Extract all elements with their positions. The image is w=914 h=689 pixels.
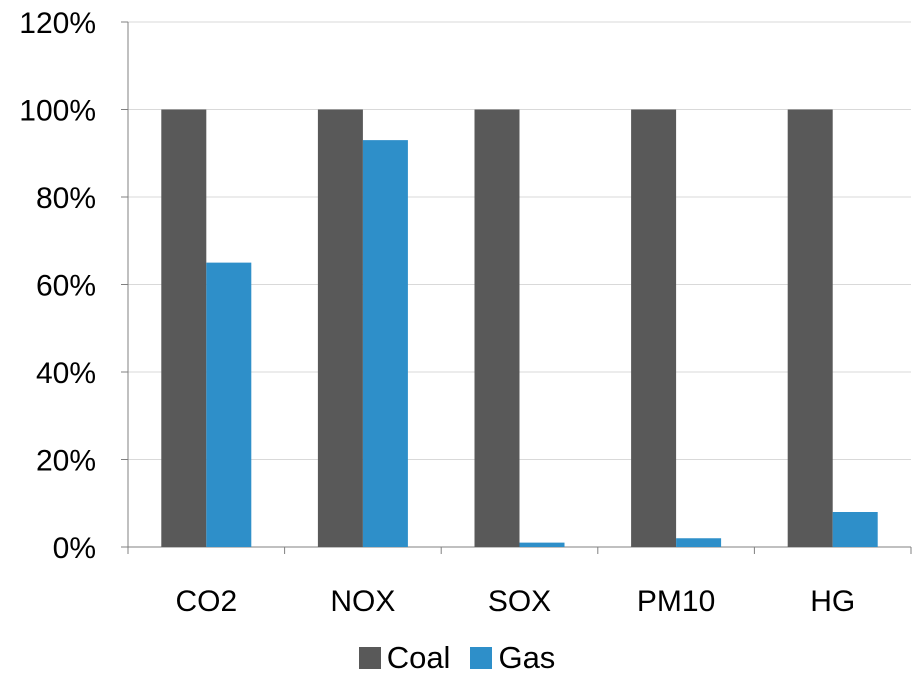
y-tick-label: 0% xyxy=(53,532,96,565)
bar-gas-co2 xyxy=(206,262,252,547)
bar-gas-sox xyxy=(519,542,565,547)
x-tick-label: CO2 xyxy=(175,585,237,618)
bar-gas-pm10 xyxy=(676,538,722,547)
x-tick-label: SOX xyxy=(488,585,551,618)
legend-label-coal: Coal xyxy=(386,640,451,675)
y-tick-label: 20% xyxy=(36,445,96,478)
x-tick-label: PM10 xyxy=(637,585,715,618)
bar-coal-sox xyxy=(474,109,520,547)
legend-label-gas: Gas xyxy=(498,640,556,675)
y-tick-label: 100% xyxy=(19,95,96,128)
x-tick-label: HG xyxy=(810,585,855,618)
y-tick-label: 120% xyxy=(19,7,96,40)
bar-coal-hg xyxy=(787,109,833,547)
chart-legend: Coal Gas xyxy=(0,640,914,676)
bar-coal-co2 xyxy=(161,109,207,547)
y-tick-label: 80% xyxy=(36,182,96,215)
bar-coal-pm10 xyxy=(631,109,677,547)
legend-swatch-gas xyxy=(470,647,493,669)
legend-item-coal: Coal xyxy=(358,640,451,676)
bar-gas-hg xyxy=(832,512,878,547)
y-tick-label: 40% xyxy=(36,357,96,390)
bar-coal-nox xyxy=(317,109,363,547)
legend-swatch-coal xyxy=(358,647,381,669)
x-tick-label: NOX xyxy=(330,585,395,618)
bar-gas-nox xyxy=(362,140,408,547)
y-tick-label: 60% xyxy=(36,270,96,303)
legend-item-gas: Gas xyxy=(470,640,555,676)
